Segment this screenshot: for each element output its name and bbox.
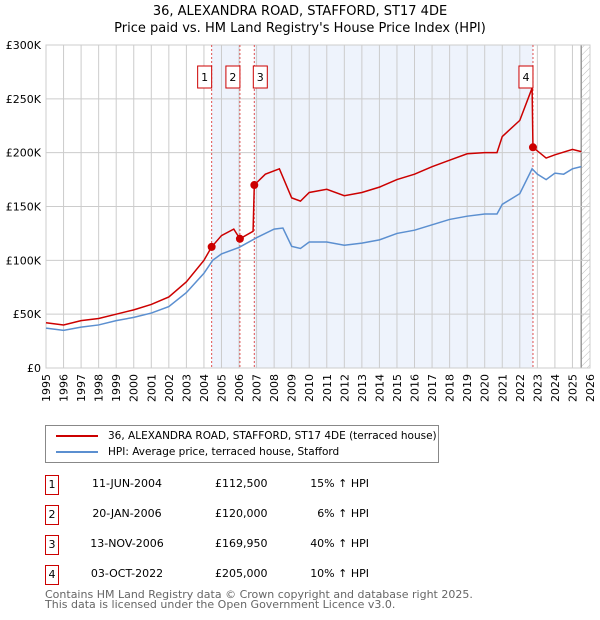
red-line-swatch (56, 435, 98, 437)
x-tick-label: 2001 (145, 374, 158, 402)
sale-marker-badge: 2 (45, 505, 59, 525)
legend-label: 36, ALEXANDRA ROAD, STAFFORD, ST17 4DE (… (108, 430, 437, 442)
x-tick-label: 2023 (531, 374, 544, 402)
y-tick-label: £0 (27, 362, 41, 375)
sale-label-box (225, 65, 241, 89)
blue-line-swatch (56, 451, 98, 453)
sale-hpi-diff: 40% ↑ HPI (310, 537, 369, 550)
x-tick-label: 2022 (514, 374, 527, 402)
x-tick-label: 2016 (409, 374, 422, 402)
x-tick-label: 2000 (128, 374, 141, 402)
x-tick-label: 2018 (444, 374, 457, 402)
x-tick-label: 1996 (58, 374, 71, 402)
sale-point (207, 242, 216, 251)
sale-label-box (252, 65, 268, 89)
x-tick-label: 2015 (391, 374, 404, 402)
sale-point (235, 234, 244, 243)
sale-label: 3 (257, 71, 264, 84)
sale-date: 20-JAN-2006 (92, 507, 162, 520)
sale-date: 11-JUN-2004 (91, 477, 163, 490)
legend-item-property: 36, ALEXANDRA ROAD, STAFFORD, ST17 4DE (… (56, 430, 437, 442)
legend-label: HPI: Average price, terraced house, Staf… (108, 446, 340, 458)
y-tick-label: £250K (6, 93, 42, 106)
x-tick-label: 1995 (40, 374, 53, 402)
sale-marker-badge: 4 (45, 565, 59, 585)
chart-title: 36, ALEXANDRA ROAD, STAFFORD, ST17 4DE P… (0, 3, 600, 37)
subtitle: Price paid vs. HM Land Registry's House … (114, 21, 486, 36)
sale-price: £169,950 (215, 537, 268, 550)
x-tick-label: 2010 (303, 374, 316, 402)
x-tick-label: 1998 (93, 374, 106, 402)
sale-point (528, 143, 537, 152)
sale-label: 1 (201, 71, 208, 84)
legend: 36, ALEXANDRA ROAD, STAFFORD, ST17 4DE (… (45, 425, 439, 463)
x-tick-label: 2007 (251, 374, 264, 402)
x-tick-label: 2006 (233, 374, 246, 402)
y-tick-label: £100K (6, 254, 42, 267)
price-chart: 1995 1996 1997 1998 1999 2000 2001 2002 2003 2004… (6, 39, 597, 402)
x-tick-label: 2012 (338, 374, 351, 402)
y-tick-label: £150K (6, 201, 42, 214)
x-tick-label: 2014 (373, 374, 386, 402)
sale-hpi-diff: 6% ↑ HPI (317, 507, 369, 520)
series-line (45, 165, 582, 332)
sale-marker-badge: 1 (45, 475, 59, 495)
footer-licence: This data is licensed under the Open Gov… (45, 598, 396, 611)
x-tick-label: 2020 (479, 374, 492, 402)
sale-label-box (197, 65, 213, 89)
footer-copyright: Contains HM Land Registry data © Crown c… (45, 588, 473, 601)
x-tick-label: 2013 (356, 374, 369, 402)
sale-price: £205,000 (215, 567, 268, 580)
series-line (45, 87, 582, 326)
x-tick-label: 1999 (110, 374, 123, 402)
y-tick-label: £200K (6, 147, 42, 160)
x-tick-label: 2009 (286, 374, 299, 402)
title: 36, ALEXANDRA ROAD, STAFFORD, ST17 4DE (152, 4, 448, 19)
x-tick-label: 2005 (215, 374, 228, 402)
sale-row: 2 20-JAN-2006 £120,000 6% ↑ HPI (45, 505, 445, 525)
sale-label: 4 (522, 71, 529, 84)
x-tick-label: 2019 (461, 374, 474, 402)
sale-marker-badge: 3 (45, 535, 59, 555)
sale-row: 4 03-OCT-2022 £205,000 10% ↑ HPI (45, 565, 445, 585)
legend-item-hpi: HPI: Average price, terraced house, Staf… (56, 446, 339, 458)
x-tick-label: 2017 (426, 374, 439, 402)
y-tick-label: £50K (13, 308, 42, 321)
x-tick-label: 2026 (584, 374, 597, 402)
x-tick-label: 2004 (198, 374, 211, 402)
sale-date: 03-OCT-2022 (90, 567, 164, 580)
sale-hpi-diff: 15% ↑ HPI (310, 477, 369, 490)
footer: Contains HM Land Registry data © Crown c… (45, 588, 473, 611)
sale-label-box (518, 65, 534, 89)
x-tick-label: 2008 (268, 374, 281, 402)
x-tick-label: 1997 (75, 374, 88, 402)
sale-row: 3 13-NOV-2006 £169,950 40% ↑ HPI (45, 535, 445, 555)
sale-label: 2 (229, 71, 236, 84)
plot-border (45, 44, 591, 369)
sale-row: 1 11-JUN-2004 £112,500 15% ↑ HPI (45, 475, 445, 495)
x-tick-label: 2024 (549, 374, 562, 402)
sale-point (250, 181, 259, 190)
x-tick-label: 2011 (321, 374, 334, 402)
x-tick-label: 2003 (180, 374, 193, 402)
sale-date: 13-NOV-2006 (90, 537, 164, 550)
sale-price: £112,500 (215, 477, 268, 490)
x-tick-label: 2002 (163, 374, 176, 402)
sale-price: £120,000 (215, 507, 268, 520)
x-tick-label: 2021 (496, 374, 509, 402)
y-tick-label: £300K (6, 39, 42, 52)
x-tick-label: 2025 (566, 374, 579, 402)
sale-hpi-diff: 10% ↑ HPI (310, 567, 369, 580)
